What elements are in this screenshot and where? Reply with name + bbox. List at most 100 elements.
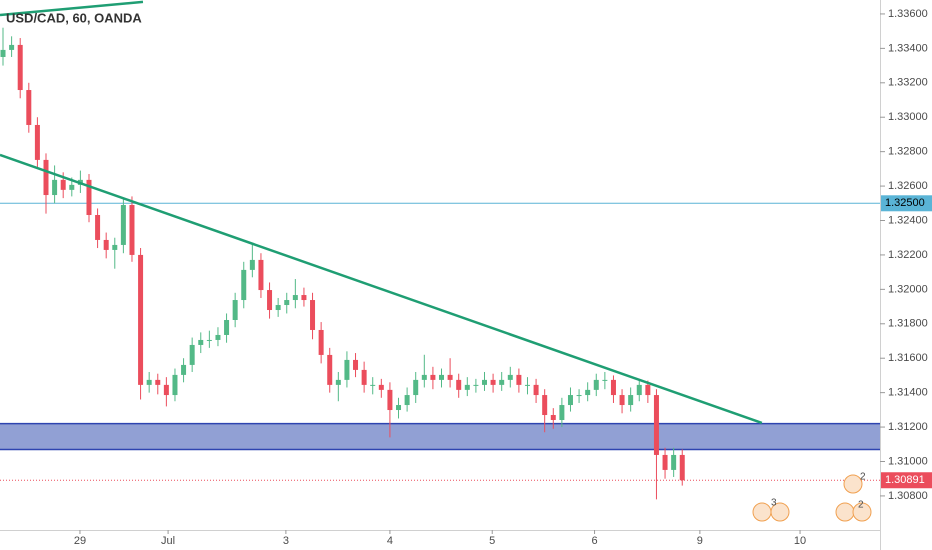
candle-body [439, 374, 445, 380]
candle-body [413, 379, 419, 396]
candle-body [550, 415, 556, 421]
event-icon [770, 502, 790, 522]
candle-body [524, 384, 530, 386]
candle-body [542, 395, 548, 416]
candle-body [189, 344, 195, 365]
candle-body [378, 384, 384, 390]
candle-body [671, 454, 677, 470]
candle-body [464, 384, 470, 390]
candle-body [249, 259, 255, 270]
support-zone [0, 423, 880, 450]
candle-body [344, 359, 350, 380]
candle-body [146, 379, 152, 385]
candle-body [0, 49, 6, 57]
y-tick-label: 1.33400 [888, 42, 928, 54]
chart-title: USD/CAD, 60, OANDA [6, 10, 142, 25]
event-icon [843, 474, 863, 494]
candle-body [163, 384, 169, 396]
candle-body [533, 384, 539, 396]
candle-body [567, 395, 573, 406]
candle-body [267, 290, 273, 311]
candle-body [335, 379, 341, 385]
candle-body [481, 379, 487, 385]
candle-body [585, 389, 591, 396]
trendline [0, 0, 144, 17]
candle-body [241, 269, 247, 301]
candle-body [318, 329, 324, 355]
x-tick-label: 10 [794, 535, 806, 547]
event-icon [835, 502, 855, 522]
y-tick-label: 1.31800 [888, 318, 928, 330]
candle-body [387, 389, 393, 411]
candle-body [17, 44, 23, 91]
candle-body [576, 395, 582, 397]
y-tick-label: 1.31400 [888, 387, 928, 399]
candle-body [34, 124, 40, 160]
hline-label: 1.32500 [885, 197, 925, 209]
candle-body [26, 90, 32, 125]
candle-body [224, 319, 230, 335]
candle-body [138, 254, 144, 385]
candle-body [60, 179, 66, 190]
y-tick-label: 1.32600 [888, 180, 928, 192]
candle-body [507, 374, 513, 380]
y-tick-label: 1.30800 [888, 490, 928, 502]
candle-body [361, 369, 367, 385]
candle-body [456, 379, 462, 390]
candle-body [120, 205, 126, 245]
candle-body [112, 244, 118, 250]
x-tick-label: 29 [74, 535, 86, 547]
candle-body [86, 179, 92, 215]
x-tick-label: 6 [591, 535, 597, 547]
candle-body [490, 379, 496, 385]
last-price-label: 1.30891 [885, 474, 925, 486]
candle-body [610, 379, 616, 396]
candle-body [645, 384, 651, 396]
y-tick-label: 1.33200 [888, 77, 928, 89]
candle-body [258, 259, 264, 291]
candle-body [396, 405, 402, 411]
trendline [0, 153, 763, 425]
candle-body [206, 339, 212, 341]
x-tick-label: 5 [489, 535, 495, 547]
candle-body [559, 405, 565, 421]
candle-body [103, 239, 109, 250]
x-tick-label: 4 [387, 535, 393, 547]
candle-body [43, 159, 49, 196]
y-tick-label: 1.33600 [888, 8, 928, 20]
y-tick-label: 1.33000 [888, 111, 928, 123]
candle-body [301, 295, 307, 301]
y-tick-label: 1.32400 [888, 214, 928, 226]
y-tick-label: 1.31200 [888, 421, 928, 433]
y-tick-label: 1.31600 [888, 352, 928, 364]
y-tick-label: 1.32000 [888, 283, 928, 295]
candle-body [636, 384, 642, 396]
candle-body [593, 379, 599, 390]
event-icon [852, 502, 872, 522]
candle-body [679, 454, 685, 481]
y-tick-label: 1.31000 [888, 455, 928, 467]
plot [0, 0, 880, 500]
candle-body [447, 374, 453, 380]
candle-body [602, 379, 608, 381]
event-count: 2 [860, 472, 866, 483]
candle-body [310, 300, 316, 330]
candle-body [181, 364, 187, 375]
candle-body [215, 334, 221, 340]
candle-body [430, 374, 436, 380]
hline-label-bg [881, 195, 932, 212]
candle-body [516, 374, 522, 385]
candle-body [353, 359, 359, 370]
candle-body [404, 395, 410, 406]
candle-body [653, 395, 659, 455]
candle-body [327, 354, 333, 385]
y-tick-label: 1.32800 [888, 146, 928, 158]
last-price-label-bg [881, 472, 932, 489]
candle-body [232, 300, 238, 320]
event-count: 3 [771, 498, 777, 509]
candle-body [499, 379, 505, 385]
y-tick-label: 1.32200 [888, 249, 928, 261]
candle-body [421, 374, 427, 380]
x-tick-label: 9 [697, 535, 703, 547]
